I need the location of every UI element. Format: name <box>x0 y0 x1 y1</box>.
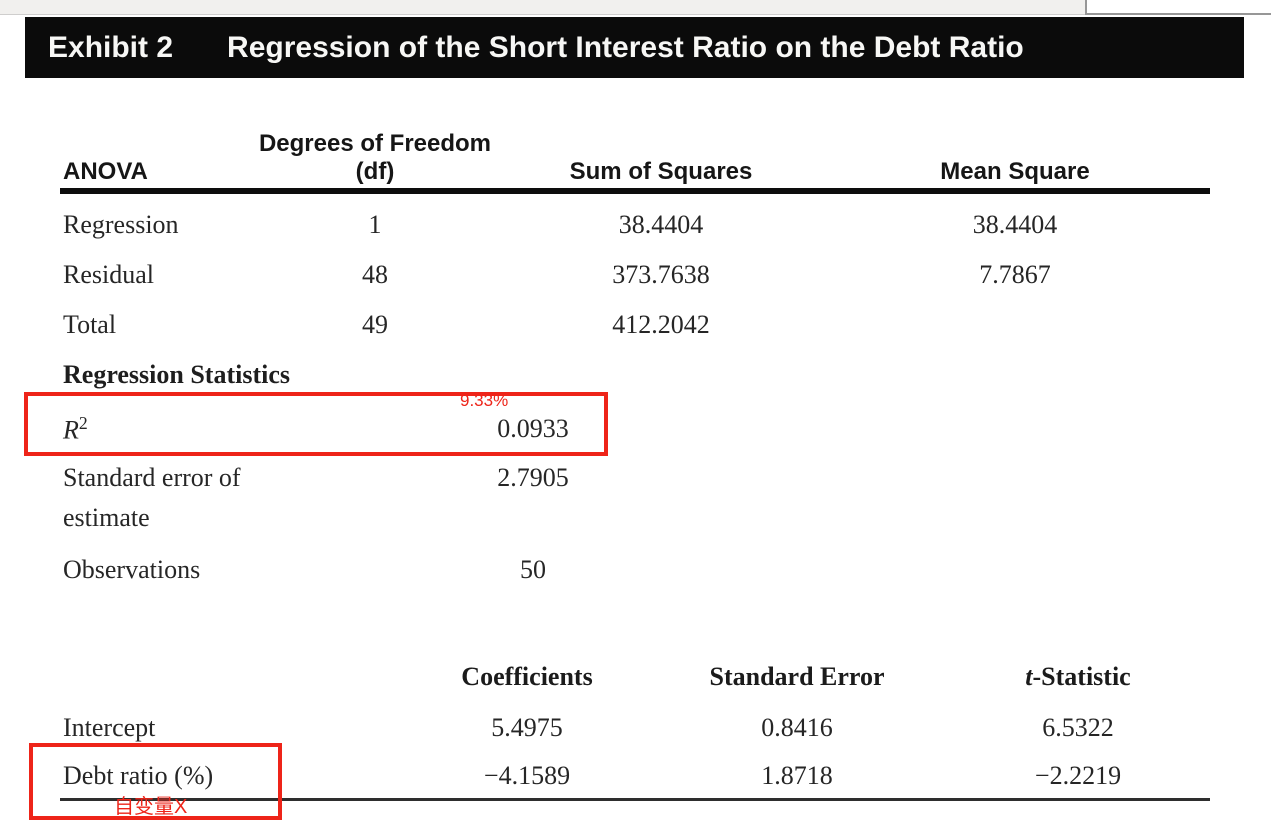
table-row-residual: Residual 48 373.7638 7.7867 <box>60 250 1210 300</box>
exhibit-number: Exhibit 2 <box>48 31 174 64</box>
cell-sum-of-squares: 38.4404 <box>618 210 704 239</box>
anova-header-row: ANOVA Degrees of Freedom (df) Sum of Squ… <box>60 96 1210 194</box>
column-header-mean-square: Mean Square <box>940 158 1090 185</box>
row-label: Total <box>63 310 117 339</box>
cell-standard-error: 0.8416 <box>761 713 833 742</box>
stat-row-standard-error: Standard error of estimate 2.7905 <box>60 458 1210 542</box>
cell-r-squared-value: 0.0933 <box>497 414 569 443</box>
regression-statistics-heading: Regression Statistics <box>63 360 291 389</box>
table-bottom-rule <box>60 798 1210 801</box>
row-label: Regression <box>63 210 179 239</box>
column-header-anova: ANOVA <box>63 158 148 185</box>
annotation-independent-variable: 自变量X <box>114 796 188 818</box>
table-row-regression: Regression 1 38.4404 38.4404 <box>60 200 1210 250</box>
row-label-observations: Observations <box>63 555 201 584</box>
cell-t-statistic: 6.5322 <box>1042 713 1114 742</box>
table-row-intercept: Intercept 5.4975 0.8416 6.5322 <box>60 706 1210 750</box>
row-label: Debt ratio (%) <box>63 761 214 790</box>
cell-standard-error: 1.8718 <box>761 761 833 790</box>
table-row-total: Total 49 412.2042 <box>60 300 1210 350</box>
cell-observations-value: 50 <box>520 555 546 584</box>
highlight-box-debt-ratio <box>29 743 282 820</box>
column-header-standard-error: Standard Error <box>709 662 885 691</box>
cell-df: 1 <box>368 210 382 239</box>
cell-sum-of-squares: 373.7638 <box>612 260 710 289</box>
cell-t-statistic: −2.2219 <box>1034 761 1122 790</box>
column-header-degrees-of-freedom: Degrees of Freedom (df) <box>258 130 492 185</box>
row-label: Intercept <box>63 713 156 742</box>
row-label: Residual <box>63 260 154 289</box>
cell-coefficient: 5.4975 <box>491 713 563 742</box>
annotation-r-squared-percent: 9.33% <box>460 391 509 410</box>
column-header-coefficients: Coefficients <box>461 662 593 691</box>
stat-row-observations: Observations 50 <box>60 550 1210 590</box>
column-header-t-statistic: t-Statistic <box>946 662 1210 692</box>
column-header-sum-of-squares: Sum of Squares <box>569 158 753 185</box>
cell-coefficient: −4.1589 <box>483 761 571 790</box>
r-squared-base: R <box>63 415 79 445</box>
cell-df: 49 <box>362 310 388 339</box>
highlight-box-r-squared <box>24 392 608 456</box>
t-statistic-italic-t: t <box>1025 662 1033 691</box>
stat-row-r-squared: R2 0.0933 <box>60 404 1210 454</box>
popup-remnant-box <box>1085 0 1271 15</box>
row-label-r-squared: R2 <box>60 413 406 446</box>
cell-standard-error-value: 2.7905 <box>497 463 569 492</box>
row-label-standard-error: Standard error of estimate <box>63 463 241 532</box>
cell-sum-of-squares: 412.2042 <box>612 310 710 339</box>
browser-chrome-strip <box>0 0 1271 15</box>
cell-mean-square: 7.7867 <box>979 260 1051 289</box>
exhibit-title: Regression of the Short Interest Ratio o… <box>227 31 1024 64</box>
coefficients-header-row: Coefficients Standard Error t-Statistic <box>60 655 1210 699</box>
cell-df: 48 <box>362 260 388 289</box>
r-squared-sup: 2 <box>78 412 88 433</box>
exhibit-header-bar: Exhibit 2 Regression of the Short Interes… <box>25 17 1244 78</box>
table-row-debt-ratio: Debt ratio (%) −4.1589 1.8718 −2.2219 <box>60 754 1210 798</box>
t-statistic-rest: -Statistic <box>1032 662 1131 691</box>
cell-mean-square: 38.4404 <box>972 210 1058 239</box>
